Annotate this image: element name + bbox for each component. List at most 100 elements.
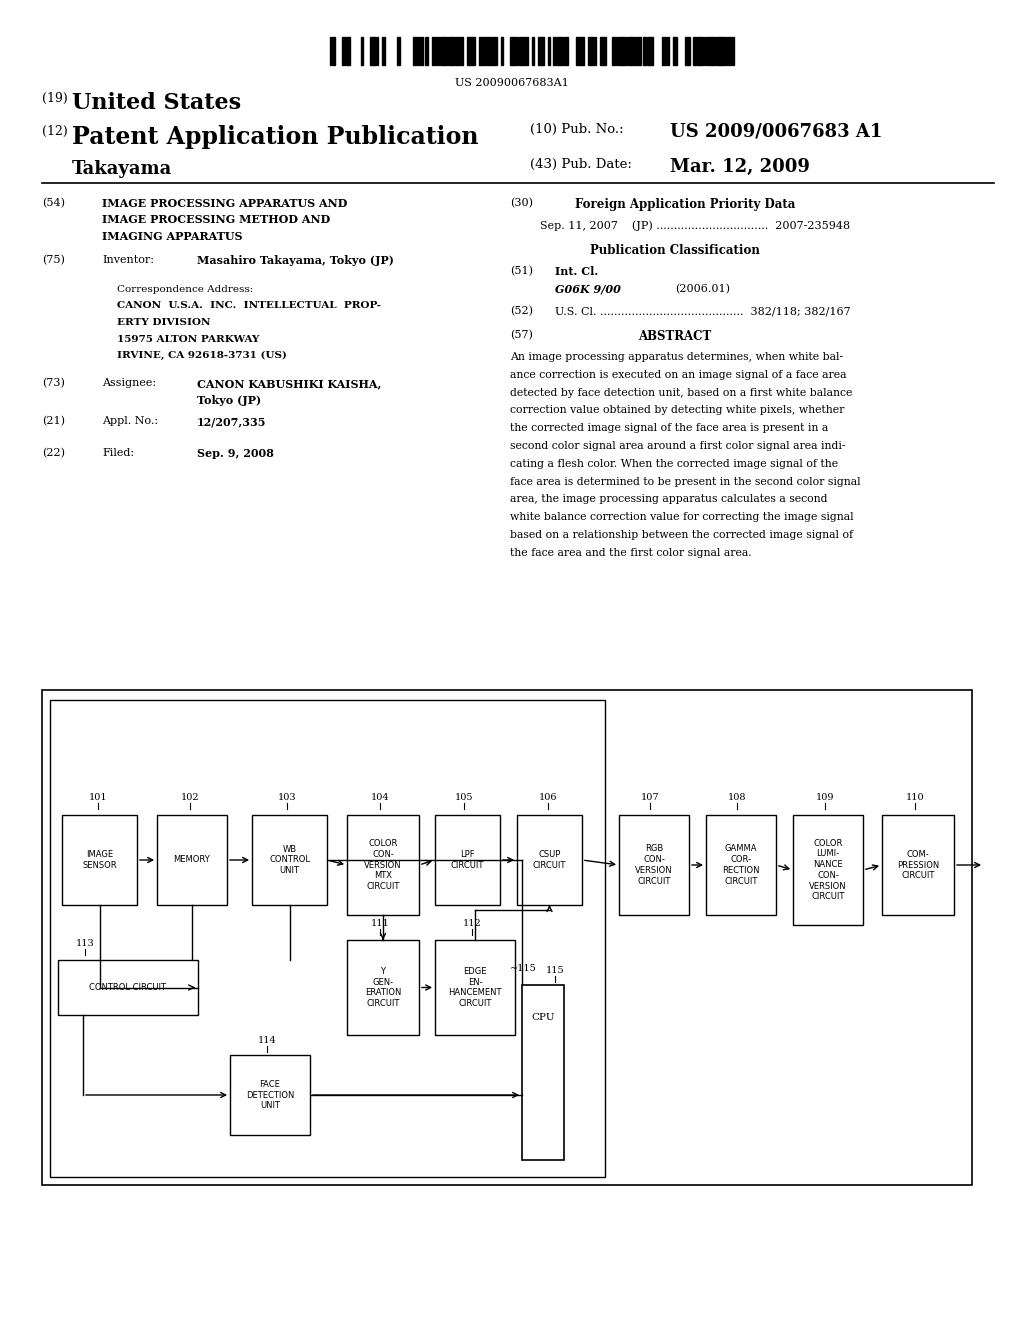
Bar	[518, 37, 521, 65]
Bar	[603, 37, 606, 65]
Text: face area is determined to be present in the second color signal: face area is determined to be present in…	[510, 477, 860, 487]
Text: MEMORY: MEMORY	[174, 855, 210, 865]
Text: Sep. 11, 2007    (JP) ................................  2007-235948: Sep. 11, 2007 (JP) .....................…	[540, 220, 850, 231]
Text: (57): (57)	[510, 330, 532, 341]
Text: Mar. 12, 2009: Mar. 12, 2009	[670, 158, 810, 176]
Text: ABSTRACT: ABSTRACT	[638, 330, 712, 343]
Text: Takayama: Takayama	[72, 160, 172, 178]
Bar	[435, 940, 515, 1035]
Bar	[688, 37, 690, 65]
Text: (2006.01): (2006.01)	[675, 284, 730, 294]
Bar	[631, 37, 634, 65]
Bar	[347, 940, 419, 1035]
Text: 109: 109	[816, 793, 835, 803]
Text: based on a relationship between the corrected image signal of: based on a relationship between the corr…	[510, 531, 853, 540]
Text: Y
GEN-
ERATION
CIRCUIT: Y GEN- ERATION CIRCUIT	[365, 966, 401, 1008]
Text: Tokyo (JP): Tokyo (JP)	[197, 395, 261, 407]
Bar	[713, 37, 716, 65]
Text: IMAGING APPARATUS: IMAGING APPARATUS	[102, 231, 243, 242]
Bar	[700, 37, 703, 65]
Text: (10) Pub. No.:: (10) Pub. No.:	[530, 123, 624, 136]
Bar	[487, 37, 490, 65]
Text: 105: 105	[455, 793, 473, 803]
Text: (73): (73)	[42, 378, 65, 388]
Text: United States: United States	[72, 92, 241, 114]
Bar	[709, 37, 712, 65]
Bar	[435, 37, 438, 65]
Bar	[595, 37, 596, 65]
Bar	[706, 814, 776, 915]
Bar	[600, 37, 603, 65]
Text: 108: 108	[728, 793, 746, 803]
Text: An image processing apparatus determines, when white bal-: An image processing apparatus determines…	[510, 352, 843, 362]
Bar	[525, 37, 528, 65]
Text: 111: 111	[371, 919, 389, 928]
Text: CANON  U.S.A.  INC.  INTELLECTUAL  PROP-: CANON U.S.A. INC. INTELLECTUAL PROP-	[117, 301, 381, 310]
Text: 113: 113	[76, 939, 94, 948]
Text: detected by face detection unit, based on a first white balance: detected by face detection unit, based o…	[510, 388, 852, 397]
Bar	[697, 37, 699, 65]
Bar	[581, 37, 584, 65]
Text: (22): (22)	[42, 447, 65, 458]
Bar	[377, 37, 378, 65]
Bar	[452, 37, 454, 65]
Bar	[673, 37, 674, 65]
Text: the corrected image signal of the face area is present in a: the corrected image signal of the face a…	[510, 424, 828, 433]
Text: 104: 104	[371, 793, 389, 803]
Text: LPF
CIRCUIT: LPF CIRCUIT	[451, 850, 484, 870]
Text: ERTY DIVISION: ERTY DIVISION	[117, 318, 211, 327]
Bar	[626, 37, 628, 65]
Bar	[666, 37, 669, 65]
Bar	[591, 37, 594, 65]
Bar	[444, 37, 447, 65]
Bar	[457, 37, 459, 65]
Bar	[345, 37, 347, 65]
Text: Int. Cl.: Int. Cl.	[555, 267, 598, 277]
Bar	[716, 37, 719, 65]
Text: correction value obtained by detecting white pixels, whether: correction value obtained by detecting w…	[510, 405, 845, 416]
Text: IMAGE PROCESSING METHOD AND: IMAGE PROCESSING METHOD AND	[102, 214, 331, 226]
Bar	[565, 37, 568, 65]
Text: US 2009/0067683 A1: US 2009/0067683 A1	[670, 123, 883, 141]
Text: cating a flesh color. When the corrected image signal of the: cating a flesh color. When the corrected…	[510, 459, 838, 469]
Text: second color signal area around a first color signal area indi-: second color signal area around a first …	[510, 441, 846, 451]
Text: G06K 9/00: G06K 9/00	[555, 284, 621, 294]
Text: EDGE
EN-
HANCEMENT
CIRCUIT: EDGE EN- HANCEMENT CIRCUIT	[449, 966, 502, 1008]
Text: ance correction is executed on an image signal of a face area: ance correction is executed on an image …	[510, 370, 847, 380]
Bar	[541, 37, 544, 65]
Text: 103: 103	[278, 793, 296, 803]
Text: GAMMA
COR-
RECTION
CIRCUIT: GAMMA COR- RECTION CIRCUIT	[722, 845, 760, 886]
Bar	[435, 814, 500, 906]
Bar	[612, 37, 615, 65]
Text: white balance correction value for correcting the image signal: white balance correction value for corre…	[510, 512, 854, 523]
Text: Masahiro Takayama, Tokyo (JP): Masahiro Takayama, Tokyo (JP)	[197, 255, 394, 267]
Text: 114: 114	[258, 1036, 276, 1045]
Bar	[332, 37, 335, 65]
Bar	[675, 37, 677, 65]
Bar	[42, 690, 972, 1185]
Text: 12/207,335: 12/207,335	[197, 416, 266, 426]
Text: (21): (21)	[42, 416, 65, 426]
Bar	[230, 1055, 310, 1135]
Text: 115: 115	[546, 966, 564, 975]
Bar	[370, 37, 373, 65]
Bar	[522, 985, 564, 1160]
Bar	[618, 814, 689, 915]
Text: (52): (52)	[510, 306, 534, 317]
Bar	[793, 814, 863, 925]
Text: Foreign Application Priority Data: Foreign Application Priority Data	[575, 198, 796, 211]
Text: Inventor:: Inventor:	[102, 255, 154, 265]
Text: 102: 102	[180, 793, 200, 803]
Text: 110: 110	[905, 793, 925, 803]
Bar	[382, 37, 385, 65]
Text: (54): (54)	[42, 198, 65, 209]
Bar	[510, 37, 513, 65]
Text: COM-
PRESSION
CIRCUIT: COM- PRESSION CIRCUIT	[897, 850, 939, 880]
Bar	[479, 37, 481, 65]
Text: (51): (51)	[510, 267, 534, 276]
Text: U.S. Cl. .........................................  382/118; 382/167: U.S. Cl. ...............................…	[555, 306, 851, 315]
Bar	[517, 814, 582, 906]
Bar	[560, 37, 563, 65]
Bar	[374, 37, 376, 65]
Bar	[347, 37, 350, 65]
